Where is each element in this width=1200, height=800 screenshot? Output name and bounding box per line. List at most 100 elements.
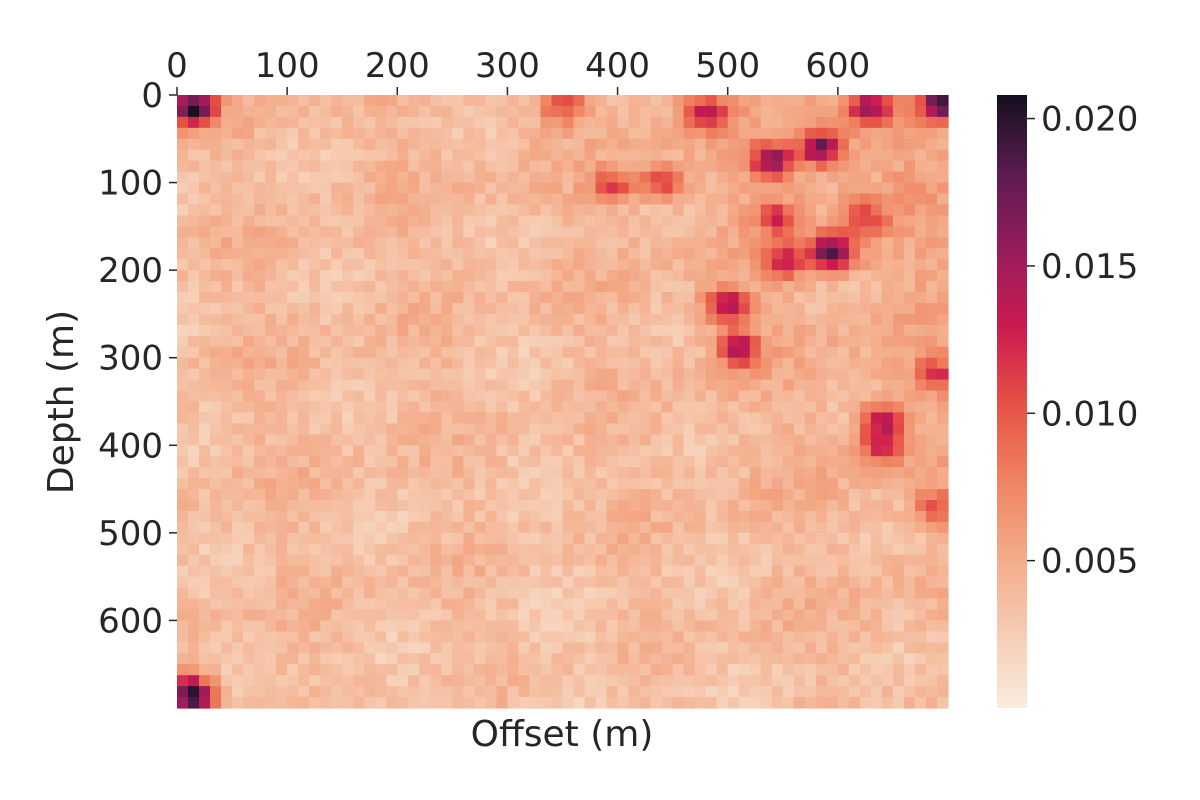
heatmap-cell — [210, 500, 222, 512]
heatmap-cell — [815, 259, 828, 271]
heatmap-cell — [782, 182, 795, 195]
heatmap-cell — [705, 292, 718, 304]
heatmap-cell — [353, 653, 365, 665]
heatmap-cell — [584, 105, 597, 118]
heatmap-cell — [375, 412, 387, 424]
heatmap-cell — [474, 642, 486, 654]
heatmap-cell — [243, 302, 255, 315]
heatmap-cell — [859, 532, 872, 545]
heatmap-cell — [507, 116, 520, 129]
heatmap-cell — [573, 127, 586, 140]
heatmap-cell — [320, 478, 332, 490]
heatmap-cell — [936, 171, 949, 184]
heatmap-cell — [397, 182, 409, 195]
heatmap-cell — [826, 324, 839, 337]
heatmap-cell — [661, 237, 674, 249]
heatmap-cell — [221, 576, 233, 589]
heatmap-cell — [650, 335, 663, 348]
heatmap-cell — [606, 412, 619, 424]
heatmap-cell — [386, 204, 398, 217]
heatmap-cell — [562, 521, 575, 534]
heatmap-cell — [584, 292, 597, 304]
heatmap-cell — [496, 598, 509, 611]
heatmap-cell — [507, 456, 520, 468]
heatmap-cell — [892, 554, 905, 567]
heatmap-cell — [551, 445, 564, 457]
heatmap-cell — [353, 259, 365, 271]
heatmap-cell — [749, 565, 762, 578]
heatmap-cell — [540, 532, 553, 545]
heatmap-cell — [540, 248, 553, 260]
heatmap-cell — [837, 226, 850, 238]
heatmap-cell — [397, 554, 409, 567]
heatmap-cell — [859, 445, 872, 457]
heatmap-cell — [562, 281, 575, 293]
heatmap-cell — [463, 237, 475, 249]
y-tick-label: 200 — [98, 251, 163, 291]
heatmap-cell — [386, 697, 398, 709]
heatmap-cell — [188, 335, 200, 348]
heatmap-cell — [771, 324, 784, 337]
heatmap-cell — [892, 95, 905, 107]
heatmap-cell — [551, 270, 564, 282]
heatmap-cell — [936, 149, 949, 162]
heatmap-cell — [705, 237, 718, 249]
heatmap-cell — [276, 368, 288, 381]
heatmap-cell — [683, 642, 696, 654]
heatmap-cell — [782, 390, 795, 403]
heatmap-cell — [584, 237, 597, 249]
heatmap-cell — [936, 346, 949, 359]
heatmap-cell — [287, 423, 299, 435]
heatmap-cell — [639, 521, 652, 534]
heatmap-cell — [936, 270, 949, 282]
heatmap-cell — [650, 576, 663, 589]
heatmap-cell — [474, 664, 486, 676]
heatmap-cell — [287, 521, 299, 534]
heatmap-cell — [232, 412, 244, 424]
heatmap-cell — [639, 587, 652, 600]
heatmap-cell — [507, 653, 520, 665]
heatmap-cell — [628, 215, 641, 227]
heatmap-cell — [683, 412, 696, 424]
heatmap-cell — [892, 697, 905, 709]
heatmap-cell — [925, 149, 938, 162]
heatmap-cell — [595, 105, 608, 118]
heatmap-cell — [496, 532, 509, 545]
heatmap-cell — [595, 95, 608, 107]
heatmap-cell — [375, 445, 387, 457]
heatmap-cell — [815, 237, 828, 249]
heatmap-cell — [738, 456, 751, 468]
heatmap-cell — [628, 412, 641, 424]
heatmap-cell — [463, 226, 475, 238]
heatmap-cell — [705, 259, 718, 271]
heatmap-cell — [837, 237, 850, 249]
heatmap-cell — [243, 270, 255, 282]
heatmap-cell — [705, 653, 718, 665]
heatmap-cell — [848, 697, 861, 709]
heatmap-cell — [837, 215, 850, 227]
heatmap-cell — [716, 292, 729, 304]
heatmap-cell — [859, 237, 872, 249]
heatmap-cell — [232, 554, 244, 567]
heatmap-cell — [529, 193, 542, 206]
heatmap-cell — [683, 620, 696, 632]
heatmap-cell — [331, 215, 343, 227]
heatmap-cell — [452, 642, 464, 654]
heatmap-cell — [243, 193, 255, 206]
heatmap-cell — [694, 281, 707, 293]
heatmap-cell — [518, 412, 531, 424]
heatmap-cell — [727, 215, 740, 227]
heatmap-cell — [903, 686, 916, 698]
heatmap-cell — [210, 521, 222, 534]
heatmap-cell — [628, 182, 641, 195]
heatmap-cell — [298, 335, 310, 348]
heatmap-cell — [463, 182, 475, 195]
heatmap-cell — [397, 532, 409, 545]
heatmap-cell — [760, 401, 773, 414]
heatmap-cell — [430, 270, 442, 282]
heatmap-cell — [276, 127, 288, 140]
heatmap-cell — [936, 138, 949, 151]
heatmap-cell — [782, 565, 795, 578]
heatmap-cell — [320, 281, 332, 293]
heatmap-cell — [452, 270, 464, 282]
